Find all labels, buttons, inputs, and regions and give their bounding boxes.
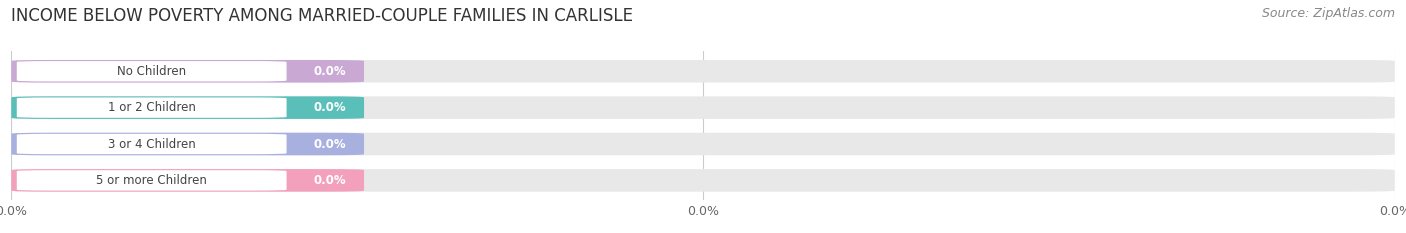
FancyBboxPatch shape xyxy=(11,96,364,119)
FancyBboxPatch shape xyxy=(11,60,364,82)
FancyBboxPatch shape xyxy=(17,170,287,191)
Text: 0.0%: 0.0% xyxy=(314,174,346,187)
FancyBboxPatch shape xyxy=(17,97,287,118)
FancyBboxPatch shape xyxy=(11,133,364,155)
Text: INCOME BELOW POVERTY AMONG MARRIED-COUPLE FAMILIES IN CARLISLE: INCOME BELOW POVERTY AMONG MARRIED-COUPL… xyxy=(11,7,633,25)
FancyBboxPatch shape xyxy=(11,169,364,192)
Text: 3 or 4 Children: 3 or 4 Children xyxy=(108,137,195,151)
FancyBboxPatch shape xyxy=(11,60,1395,82)
Text: 0.0%: 0.0% xyxy=(314,65,346,78)
Text: 0.0%: 0.0% xyxy=(314,137,346,151)
FancyBboxPatch shape xyxy=(17,134,287,154)
FancyBboxPatch shape xyxy=(17,61,287,82)
Text: 1 or 2 Children: 1 or 2 Children xyxy=(108,101,195,114)
Text: Source: ZipAtlas.com: Source: ZipAtlas.com xyxy=(1261,7,1395,20)
FancyBboxPatch shape xyxy=(11,133,1395,155)
Text: 0.0%: 0.0% xyxy=(314,101,346,114)
FancyBboxPatch shape xyxy=(11,169,1395,192)
FancyBboxPatch shape xyxy=(11,96,1395,119)
Text: No Children: No Children xyxy=(117,65,186,78)
Text: 5 or more Children: 5 or more Children xyxy=(96,174,207,187)
